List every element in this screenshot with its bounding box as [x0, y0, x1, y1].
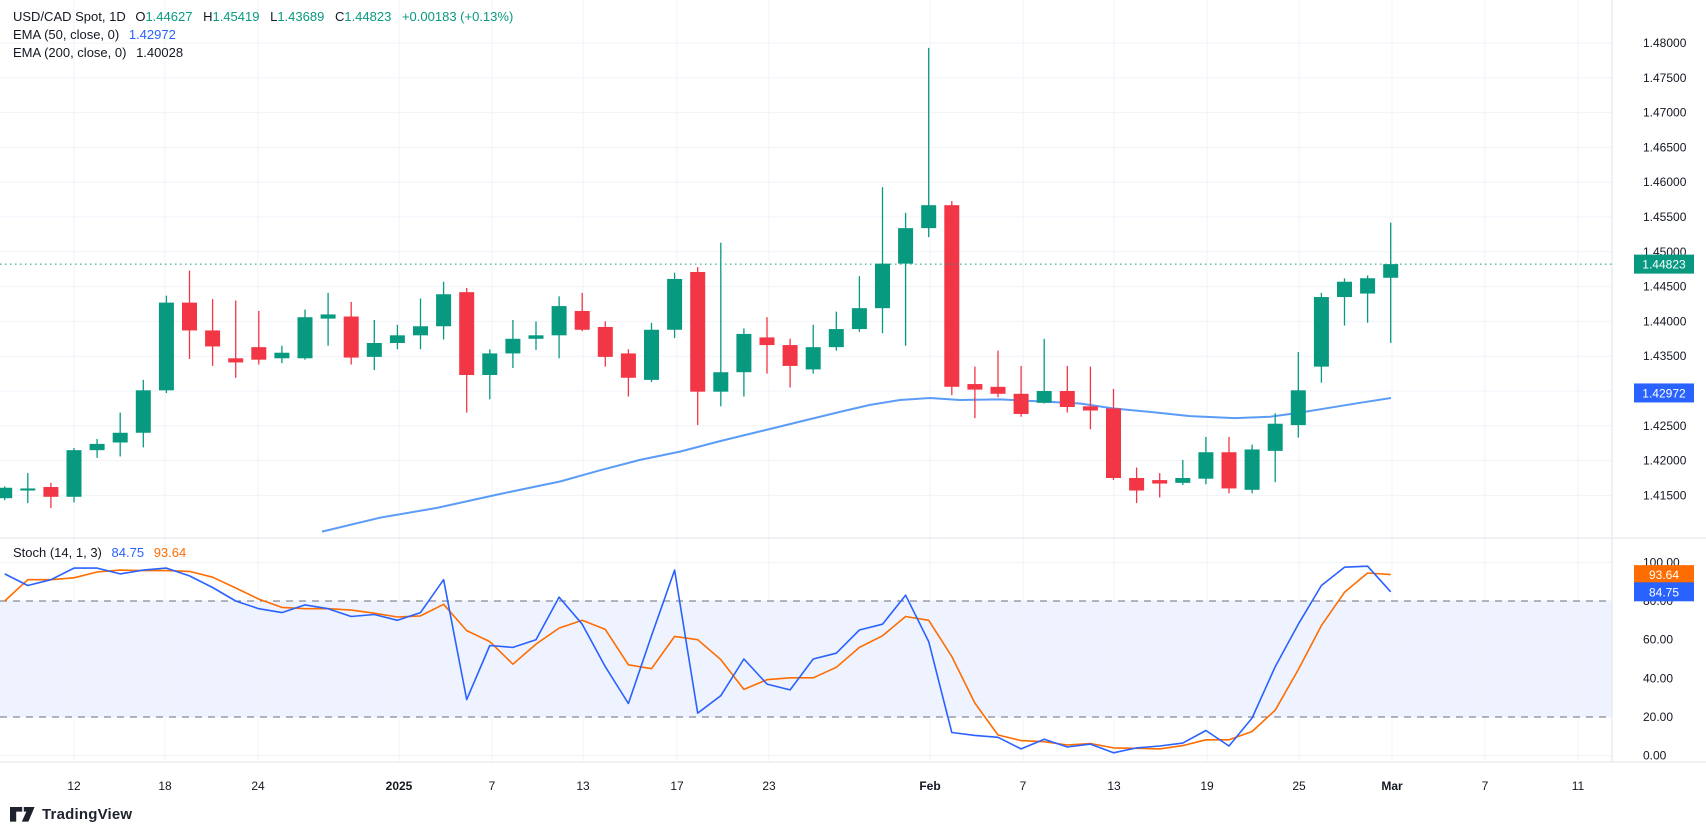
svg-text:7: 7	[1020, 779, 1027, 793]
svg-text:Mar: Mar	[1381, 779, 1403, 793]
svg-text:1.42000: 1.42000	[1643, 454, 1687, 468]
svg-text:2025: 2025	[386, 779, 413, 793]
stoch-legend[interactable]: Stoch (14, 1, 3) 84.75 93.64	[13, 544, 186, 562]
svg-text:1.42500: 1.42500	[1643, 419, 1687, 433]
svg-text:1.45500: 1.45500	[1643, 210, 1687, 224]
ema50-legend-row[interactable]: EMA (50, close, 0) 1.42972	[13, 26, 513, 44]
svg-text:40.00: 40.00	[1643, 671, 1673, 685]
svg-text:25: 25	[1292, 779, 1306, 793]
svg-text:1.44000: 1.44000	[1643, 314, 1687, 328]
stoch-band	[0, 601, 1612, 717]
svg-text:1.47500: 1.47500	[1643, 71, 1687, 85]
svg-text:60.00: 60.00	[1643, 633, 1673, 647]
tradingview-logo-icon	[10, 807, 35, 822]
close-value: C1.44823	[334, 9, 392, 24]
high-value: H1.45419	[203, 9, 260, 24]
svg-text:Feb: Feb	[919, 779, 940, 793]
tradingview-watermark[interactable]: TradingView	[10, 806, 132, 823]
svg-text:1.43500: 1.43500	[1643, 349, 1687, 363]
stoch-badge: 84.75	[1634, 582, 1694, 602]
pane-borders	[0, 0, 1706, 763]
svg-text:12: 12	[67, 779, 81, 793]
svg-text:1.46000: 1.46000	[1643, 175, 1687, 189]
tradingview-brand-text: TradingView	[42, 806, 133, 823]
stoch-band-levels	[0, 600, 1612, 718]
last-price-badge: 1.44823	[1634, 254, 1694, 274]
svg-text:24: 24	[251, 779, 265, 793]
svg-text:18: 18	[158, 779, 172, 793]
symbol-title: USD/CAD Spot, 1D	[13, 9, 126, 24]
ema200-label: EMA (200, close, 0)	[13, 45, 127, 60]
svg-text:93.64: 93.64	[1649, 568, 1679, 582]
low-value: L1.43689	[270, 9, 325, 24]
svg-text:1.41500: 1.41500	[1643, 488, 1687, 502]
svg-text:1.42972: 1.42972	[1642, 386, 1686, 400]
svg-text:7: 7	[1482, 779, 1489, 793]
svg-text:11: 11	[1572, 779, 1585, 793]
ema50-line	[321, 397, 1392, 533]
change-value: +0.00183 (+0.13%)	[401, 9, 514, 24]
open-value: O1.44627	[135, 9, 193, 24]
svg-text:1.48000: 1.48000	[1643, 36, 1687, 50]
candles-layer	[0, 47, 1399, 508]
symbol-legend[interactable]: USD/CAD Spot, 1D O1.44627 H1.45419 L1.43…	[13, 8, 513, 62]
svg-text:1.44823: 1.44823	[1642, 258, 1686, 272]
ema50-price-badge: 1.42972	[1634, 383, 1694, 403]
svg-text:0.00: 0.00	[1643, 749, 1667, 763]
time-axis[interactable]: 12 18 24 2025 7 13 17 23 Feb 7 13 19 25 Mar 7 11	[67, 779, 1584, 793]
svg-text:13: 13	[1107, 779, 1121, 793]
ema200-legend-row[interactable]: EMA (200, close, 0) 1.40028	[13, 44, 513, 62]
svg-text:7: 7	[489, 779, 496, 793]
ohlc-row: USD/CAD Spot, 1D O1.44627 H1.45419 L1.43…	[13, 8, 513, 26]
stoch-d-value: 93.64	[153, 545, 187, 560]
svg-text:20.00: 20.00	[1643, 710, 1673, 724]
gridlines	[0, 0, 1612, 762]
svg-text:84.75: 84.75	[1649, 585, 1679, 599]
svg-text:1.47000: 1.47000	[1643, 106, 1687, 120]
svg-text:23: 23	[762, 779, 776, 793]
ema50-value: 1.42972	[128, 27, 176, 42]
ema200-value: 1.40028	[136, 45, 184, 60]
svg-text:1.44500: 1.44500	[1643, 280, 1687, 294]
stoch-k-value: 84.75	[111, 545, 145, 560]
svg-text:17: 17	[670, 779, 684, 793]
ema50-label: EMA (50, close, 0)	[13, 27, 120, 42]
svg-text:13: 13	[576, 779, 590, 793]
stoch-d-line	[4, 569, 1391, 750]
stoch-k-line	[4, 565, 1392, 754]
stoch-badge: 93.64	[1634, 565, 1694, 585]
svg-text:19: 19	[1200, 779, 1214, 793]
stoch-label: Stoch (14, 1, 3)	[13, 545, 102, 560]
svg-text:1.46500: 1.46500	[1643, 140, 1687, 154]
